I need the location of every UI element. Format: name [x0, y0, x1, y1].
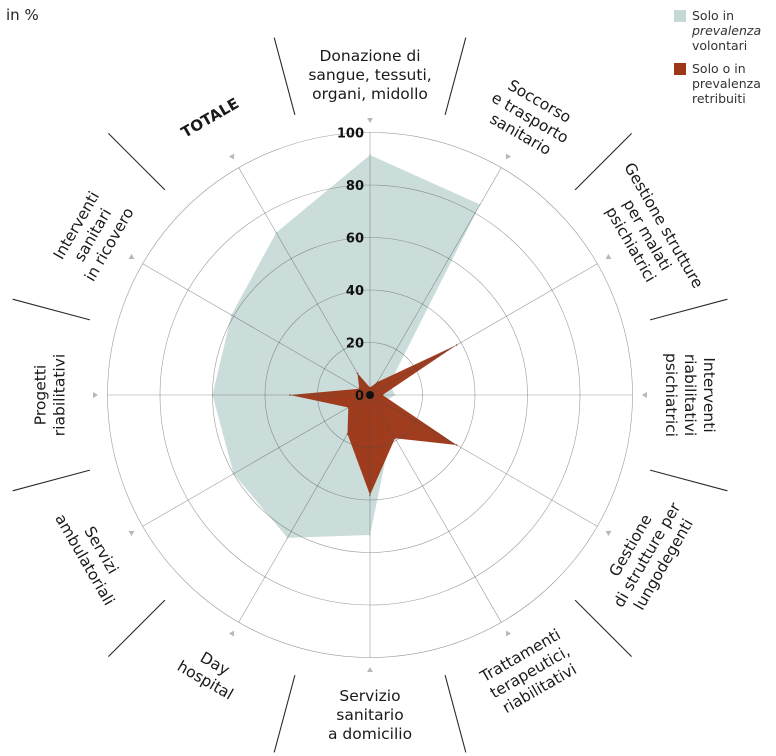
grid-spoke — [369, 394, 598, 527]
category-label-group: TOTALE — [178, 94, 242, 141]
grid-spoke — [142, 263, 371, 396]
radar-grid — [93, 118, 647, 672]
legend-text-line: Solo in — [692, 8, 735, 23]
chart-center-dot — [366, 391, 374, 399]
sector-separator — [108, 133, 166, 191]
category-label-line: Progetti — [32, 365, 50, 425]
category-label-line: riabilitativi — [51, 354, 69, 436]
category-label-line: riabilitativi — [681, 354, 699, 436]
sector-separator — [444, 674, 467, 753]
grid-spoke — [369, 263, 598, 396]
legend-text-line: retribuiti — [692, 91, 746, 106]
sector-separator — [12, 298, 91, 321]
legend-text-line: volontari — [692, 38, 748, 53]
tick-label: 40 — [346, 284, 364, 299]
legend-text-line: Solo o in — [692, 61, 746, 76]
axis-marker — [128, 530, 135, 537]
axis-marker — [605, 253, 612, 260]
axis-marker — [367, 667, 373, 672]
series-area-1 — [290, 345, 457, 495]
grid-spoke — [238, 167, 371, 396]
unit-label: in % — [6, 6, 39, 24]
category-separators — [12, 37, 728, 753]
sector-separator — [649, 298, 728, 321]
axis-marker — [505, 630, 512, 637]
axis-marker — [93, 392, 98, 398]
tick-label: 80 — [346, 179, 364, 194]
sector-separator — [273, 37, 296, 116]
axis-marker — [367, 118, 373, 123]
sector-separator — [574, 599, 632, 657]
category-label-line: psichiatrici — [662, 353, 680, 437]
tick-labels: 0 20 40 60 80 100 — [337, 127, 364, 405]
axis-marker — [228, 630, 235, 637]
axis-marker — [228, 153, 235, 160]
grid-spoke — [369, 167, 502, 396]
grid-spoke — [142, 394, 371, 527]
legend: Solo in prevalenza volontari Solo o in p… — [674, 8, 774, 114]
axis-marker — [605, 530, 612, 537]
tick-label: 60 — [346, 232, 364, 247]
legend-swatch-retribuiti — [674, 63, 686, 75]
sector-separator — [444, 37, 467, 116]
category-label-line: Interventi — [700, 357, 718, 432]
category-label-line: sanitario — [336, 706, 403, 724]
category-label-line: Servizio — [339, 687, 400, 705]
category-label-totale: TOTALE — [178, 94, 242, 141]
grid-spoke — [238, 394, 371, 623]
category-label-group: Progetti riabilitativi — [32, 354, 69, 436]
legend-item-volontari: Solo in prevalenza volontari — [674, 8, 774, 53]
grid-spoke — [369, 394, 502, 623]
series-area-0 — [212, 155, 480, 538]
sector-separator — [649, 469, 728, 492]
axis-marker — [505, 153, 512, 160]
axis-marker — [642, 392, 647, 398]
tick-label: 100 — [337, 127, 364, 142]
legend-item-retribuiti: Solo o in prevalenza retribuiti — [674, 61, 774, 106]
tick-label: 0 — [355, 389, 364, 404]
category-label-line: sangue, tessuti, — [308, 66, 431, 84]
sector-separator — [273, 674, 296, 753]
category-label-line: Donazione di — [319, 47, 420, 65]
tick-label: 20 — [346, 337, 364, 352]
axis-marker — [128, 253, 135, 260]
category-label-line: a domicilio — [328, 725, 412, 743]
sector-separator — [574, 133, 632, 191]
legend-text-line: prevalenza — [692, 76, 761, 91]
sector-separator — [108, 599, 166, 657]
legend-text-line: prevalenza — [692, 23, 762, 38]
sector-separator — [12, 469, 91, 492]
category-label-line: organi, midollo — [312, 85, 428, 103]
legend-swatch-volontari — [674, 10, 686, 22]
